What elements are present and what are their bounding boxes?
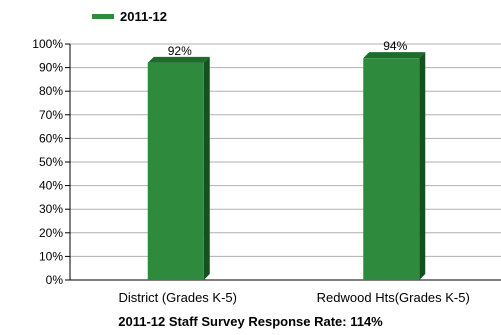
legend-swatch: [92, 13, 114, 19]
bar-side: [419, 52, 426, 280]
y-tick-label: 100%: [32, 37, 63, 51]
y-tick-label: 90%: [39, 61, 63, 75]
y-tick-label: 50%: [39, 155, 63, 169]
y-tick-label: 60%: [39, 131, 63, 145]
y-tick-label: 0%: [46, 273, 64, 287]
bar-top: [147, 56, 210, 63]
bar-top: [363, 52, 426, 59]
bar-side: [203, 56, 210, 280]
y-tick-label: 80%: [39, 84, 63, 98]
y-tick-label: 40%: [39, 179, 63, 193]
legend-label: 2011-12: [120, 8, 167, 24]
chart-caption: 2011-12 Staff Survey Response Rate: 114%: [118, 314, 383, 329]
legend: 2011-12: [92, 8, 167, 24]
y-tick-label: 30%: [39, 202, 63, 216]
bar-value-label: 94%: [383, 39, 407, 53]
bar: [147, 62, 204, 280]
x-category-label: District (Grades K-5): [119, 290, 237, 305]
y-tick-label: 70%: [39, 108, 63, 122]
y-tick-label: 20%: [39, 226, 63, 240]
bar: [363, 58, 420, 280]
bar-value-label: 92%: [168, 44, 192, 58]
x-category-label: Redwood Hts(Grades K-5): [317, 290, 470, 305]
y-tick-label: 10%: [39, 249, 63, 263]
